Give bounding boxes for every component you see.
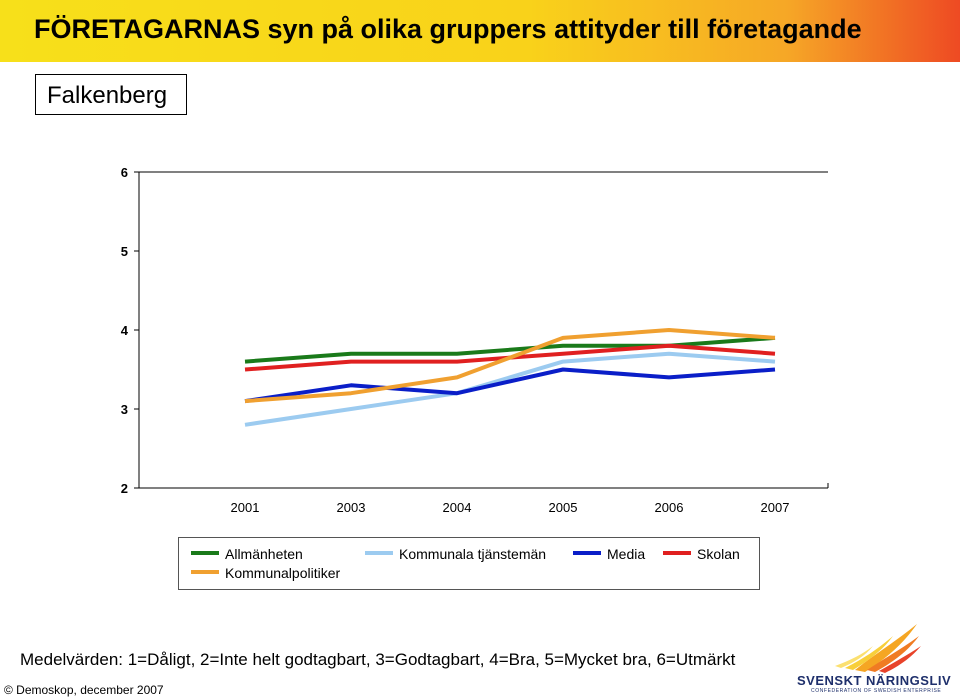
y-tick-label: 6 <box>121 165 128 180</box>
legend-item: Skolan <box>663 546 740 562</box>
series-line-media <box>244 367 776 404</box>
legend-swatch <box>365 551 393 556</box>
location-label-box: Falkenberg <box>35 74 187 115</box>
legend-label: Skolan <box>697 546 740 562</box>
page-title: FÖRETAGARNAS syn på olika gruppers attit… <box>34 14 862 44</box>
x-tick-label: 2005 <box>549 500 578 515</box>
y-tick-label: 2 <box>121 481 128 496</box>
legend-item: Media <box>573 546 645 562</box>
legend-label: Kommunalpolitiker <box>225 565 341 581</box>
legend-item: Kommunalpolitiker <box>191 565 340 581</box>
series-line-allm-nheten <box>244 335 776 364</box>
location-label: Falkenberg <box>47 82 168 109</box>
legend-label: Kommunala tjänstemän <box>399 546 547 562</box>
x-tick-label: 2007 <box>761 500 790 515</box>
line-chart: 6 5 4 3 2 2001 2003 2004 2005 2006 2007 <box>121 165 829 515</box>
y-tick-label: 4 <box>121 323 129 338</box>
chart-axes: 6 5 4 3 2 2001 2003 2004 2005 2006 2007 <box>121 165 829 515</box>
copyright-text: © Demoskop, december 2007 <box>4 683 164 697</box>
logo-tagline: CONFEDERATION OF SWEDISH ENTERPRISE <box>811 688 942 694</box>
legend-item: Kommunala tjänstemän <box>365 546 546 562</box>
series-line-kommunala-tj-nstem-n <box>244 351 776 427</box>
logo-flame-icon <box>835 624 921 673</box>
header-banner: FÖRETAGARNAS syn på olika gruppers attit… <box>0 0 960 62</box>
series-line-kommunalpolitiker <box>244 328 776 404</box>
legend-label: Allmänheten <box>225 546 303 562</box>
legend-swatch <box>191 570 219 575</box>
x-tick-label: 2001 <box>231 500 260 515</box>
scale-note: Medelvärden: 1=Dåligt, 2=Inte helt godta… <box>20 650 736 669</box>
chart-legend: Allmänheten Kommunala tjänstemän Media Skol… <box>178 537 760 590</box>
x-tick-label: 2006 <box>655 500 684 515</box>
chart-series <box>244 328 776 427</box>
legend-label: Media <box>607 546 646 562</box>
y-tick-label: 3 <box>121 402 128 417</box>
legend-swatch <box>663 551 691 556</box>
logo-name: SVENSKT NÄRINGSLIV <box>797 673 952 688</box>
y-tick-label: 5 <box>121 244 128 259</box>
x-tick-label: 2003 <box>337 500 366 515</box>
svenskt-naringsliv-logo: SVENSKT NÄRINGSLIV CONFEDERATION OF SWED… <box>795 618 955 696</box>
legend-swatch <box>191 551 219 556</box>
x-tick-label: 2004 <box>443 500 472 515</box>
legend-swatch <box>573 551 601 556</box>
legend-item: Allmänheten <box>191 546 303 562</box>
